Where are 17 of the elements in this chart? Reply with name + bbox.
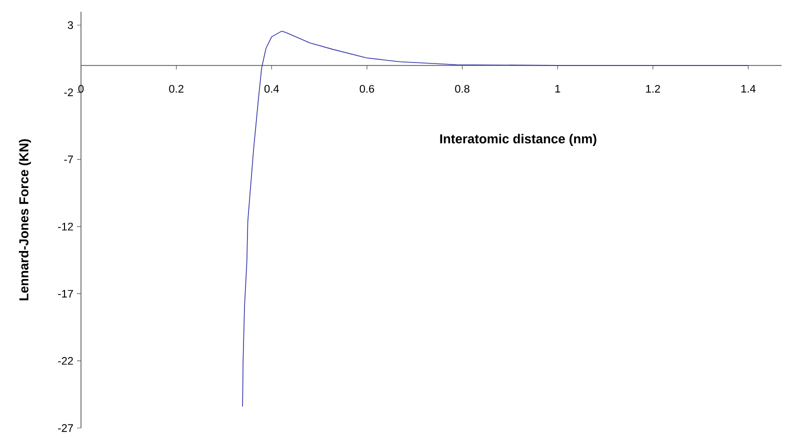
y-tick-label: 3 (68, 21, 73, 30)
y-tick-label: -7 (64, 156, 73, 164)
x-tick-label: 0 (78, 84, 84, 93)
x-tick-label: 0.4 (264, 84, 279, 93)
x-tick-label: 1.4 (741, 84, 756, 92)
y-tick-label: -17 (58, 290, 73, 298)
y-tick-label: -27 (58, 424, 73, 432)
y-axis-title: Lennard-Jones Force (KN) (18, 139, 31, 300)
x-axis-title: Interatomic distance (nm) (440, 134, 596, 146)
y-tick-label: -2 (64, 88, 73, 96)
x-tick-label: 0.6 (360, 84, 374, 93)
x-tick-label: 1 (555, 84, 560, 92)
x-tick-label: 1.2 (646, 84, 660, 93)
x-tick-label: 0.8 (455, 84, 470, 93)
x-tick-label: 0.2 (169, 84, 184, 93)
y-tick-label: -12 (58, 222, 73, 230)
y-tick-label: -22 (58, 357, 73, 365)
